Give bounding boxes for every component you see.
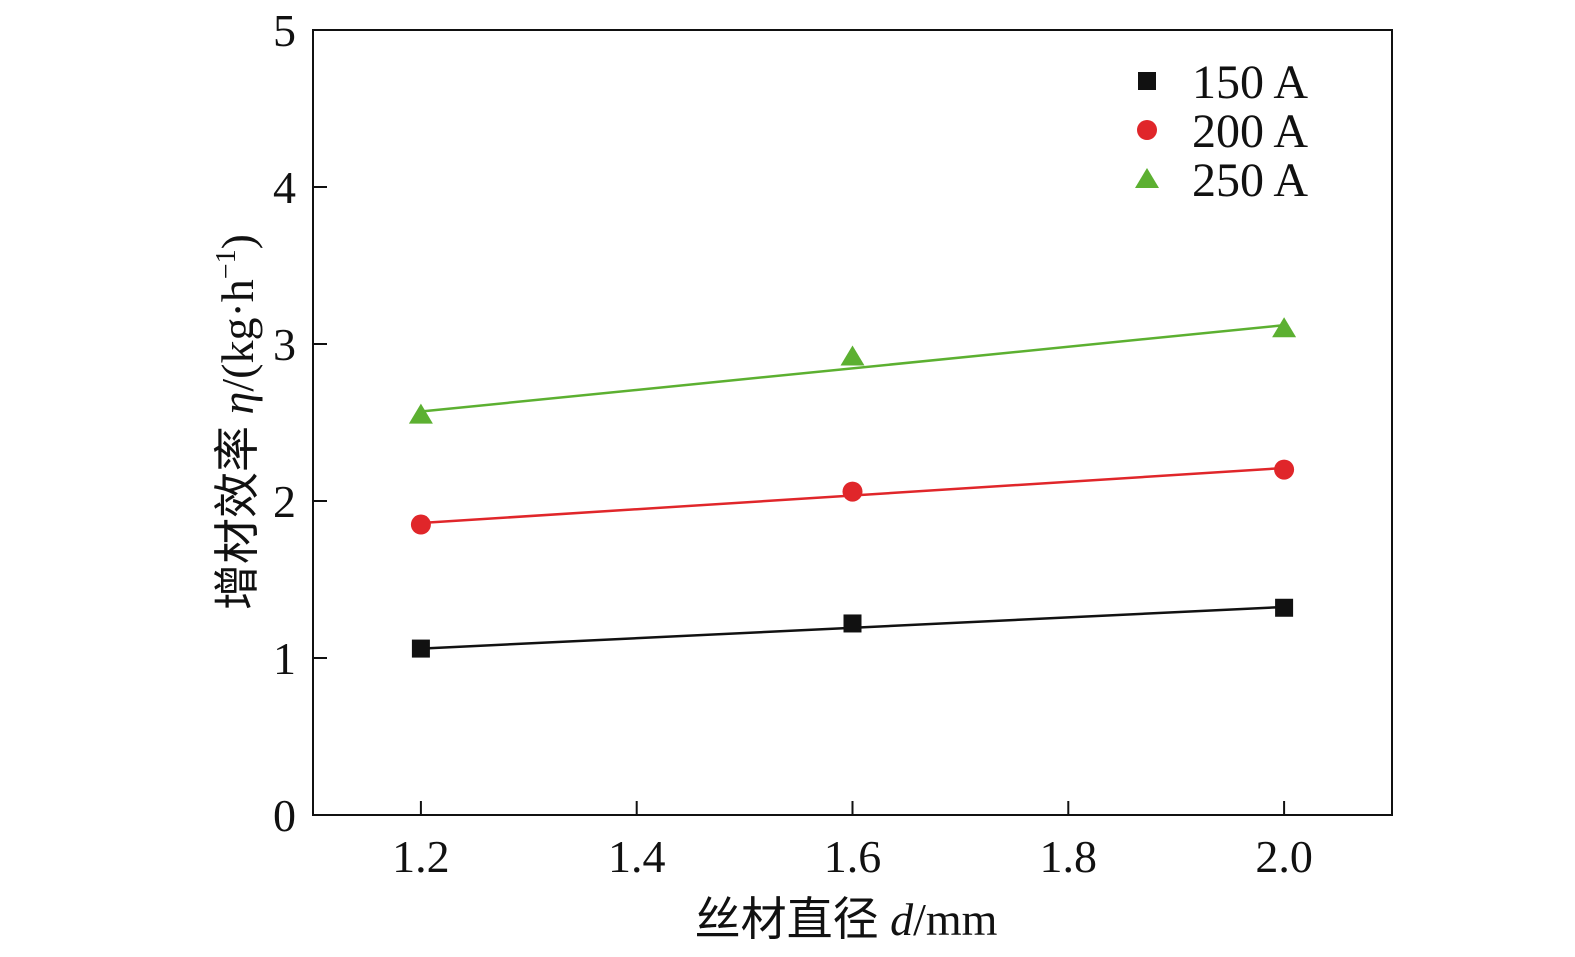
x-axis-label: 丝材直径 d/mm bbox=[695, 894, 998, 945]
x-tick-label: 2.0 bbox=[1255, 831, 1313, 882]
data-point bbox=[842, 481, 863, 502]
legend-label: 250 A bbox=[1192, 154, 1308, 207]
y-tick-label: 4 bbox=[273, 162, 296, 213]
y-tick-label: 5 bbox=[273, 5, 296, 56]
data-point bbox=[408, 403, 433, 424]
data-point bbox=[411, 639, 430, 658]
y-tick-label: 2 bbox=[273, 476, 296, 527]
legend-marker bbox=[1137, 120, 1157, 140]
series-150a bbox=[411, 598, 1294, 658]
y-tick-label: 3 bbox=[273, 319, 296, 370]
series-200a bbox=[410, 459, 1295, 535]
data-point bbox=[1274, 459, 1295, 480]
series-250a bbox=[408, 317, 1297, 424]
legend-label: 150 A bbox=[1192, 56, 1308, 109]
legend-marker bbox=[1135, 168, 1159, 188]
y-tick-label: 0 bbox=[273, 790, 296, 841]
y-axis-label: 增材效率 η/(kg·h−1) bbox=[211, 234, 263, 610]
data-point bbox=[843, 614, 862, 633]
data-point bbox=[1272, 317, 1297, 338]
fit-line bbox=[420, 323, 1285, 413]
data-point bbox=[1275, 598, 1294, 617]
data-point bbox=[410, 514, 431, 535]
data-point bbox=[840, 345, 865, 366]
x-tick-label: 1.4 bbox=[608, 831, 666, 882]
y-tick-label: 1 bbox=[273, 633, 296, 684]
x-tick-label: 1.2 bbox=[392, 831, 450, 882]
x-tick-label: 1.8 bbox=[1040, 831, 1098, 882]
legend-label: 200 A bbox=[1192, 105, 1308, 158]
x-tick-label: 1.6 bbox=[824, 831, 882, 882]
legend-marker bbox=[1138, 72, 1156, 90]
